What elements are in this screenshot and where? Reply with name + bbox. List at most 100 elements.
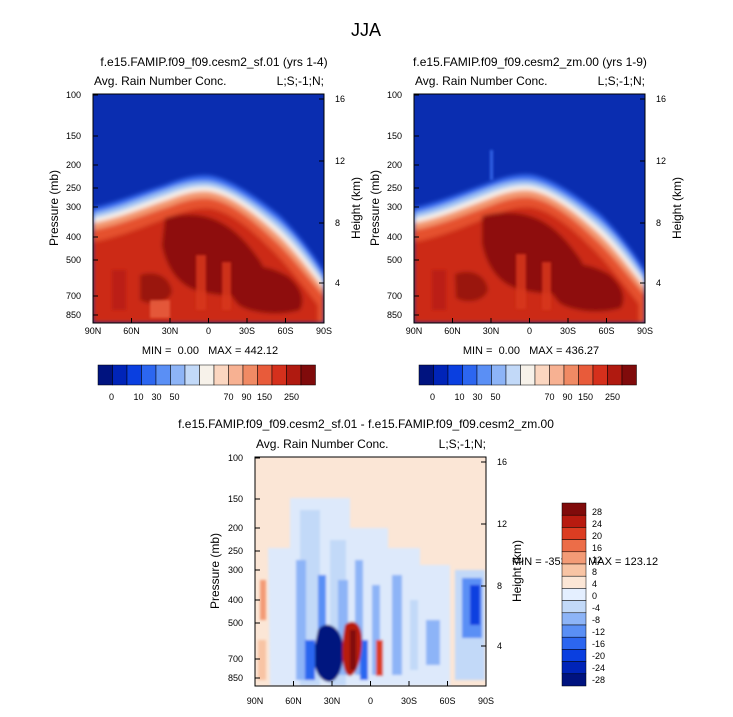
panel-2-ylabel: Pressure (mb) bbox=[368, 170, 382, 246]
pressure-tick: 400 bbox=[66, 232, 81, 242]
height-tick: 4 bbox=[335, 278, 340, 288]
pressure-tick: 500 bbox=[66, 255, 81, 265]
lat-tick: 60S bbox=[598, 326, 614, 336]
colorbar-swatch bbox=[271, 364, 287, 386]
colorbar-label: 4 bbox=[592, 579, 597, 589]
lat-tick: 60S bbox=[439, 696, 455, 706]
colorbar-swatch bbox=[561, 612, 587, 626]
colorbar-label: 16 bbox=[592, 543, 602, 553]
panel-1-plot-area bbox=[93, 94, 324, 323]
colorbar-label: -4 bbox=[592, 603, 600, 613]
panel-2-right-label: L;S;-1;N; bbox=[598, 74, 645, 88]
colorbar-label: 0 bbox=[109, 392, 114, 402]
colorbar-label: 50 bbox=[169, 392, 179, 402]
panel-1-case-title: f.e15.FAMIP.f09_f09.cesm2_sf.01 (yrs 1-4… bbox=[100, 55, 327, 69]
colorbar-swatch bbox=[534, 364, 550, 386]
lat-tick: 60N bbox=[285, 696, 302, 706]
panel-3-lat-ticks: 90N 60N 30N 0 30S 60S 90S bbox=[247, 696, 494, 706]
colorbar-label: 12 bbox=[592, 555, 602, 565]
lat-tick: 60N bbox=[123, 326, 140, 336]
colorbar-swatch bbox=[561, 600, 587, 614]
lat-tick: 30N bbox=[483, 326, 500, 336]
colorbar-swatch bbox=[213, 364, 229, 386]
panel-1-colorbar bbox=[97, 364, 316, 386]
lat-tick: 90S bbox=[637, 326, 653, 336]
colorbar-swatch bbox=[561, 588, 587, 601]
colorbar-swatch bbox=[561, 539, 587, 553]
colorbar-swatch bbox=[286, 364, 302, 386]
height-tick: 16 bbox=[497, 457, 507, 467]
colorbar-label: 150 bbox=[257, 392, 272, 402]
pressure-tick: 250 bbox=[387, 183, 402, 193]
panel-1-pressure-ticks: 100 150 200 250 300 400 500 700 850 bbox=[66, 90, 81, 320]
colorbar-swatch bbox=[549, 364, 565, 386]
lat-tick: 90S bbox=[316, 326, 332, 336]
pressure-tick: 200 bbox=[228, 523, 243, 533]
panel-2-colorbar bbox=[418, 364, 637, 386]
panel-1-height-ticks: 16 12 8 4 bbox=[335, 94, 345, 288]
colorbar-label: 28 bbox=[592, 507, 602, 517]
height-tick: 12 bbox=[335, 156, 345, 166]
lat-tick: 60N bbox=[444, 326, 461, 336]
colorbar-swatch bbox=[300, 364, 316, 386]
colorbar-swatch bbox=[561, 563, 587, 577]
colorbar-swatch bbox=[607, 364, 623, 386]
colorbar-label: 90 bbox=[562, 392, 572, 402]
panel-1-colorbar-labels: 0 10 30 50 70 90 150 250 bbox=[109, 392, 299, 402]
colorbar-label: -16 bbox=[592, 639, 605, 649]
colorbar-swatch bbox=[170, 364, 186, 386]
panel-top-left: f.e15.FAMIP.f09_f09.cesm2_sf.01 (yrs 1-4… bbox=[47, 55, 363, 402]
colorbar-swatch bbox=[561, 514, 587, 528]
colorbar-label: -28 bbox=[592, 675, 605, 685]
panel-difference: f.e15.FAMIP.f09_f09.cesm2_sf.01 - f.e15.… bbox=[178, 417, 658, 706]
colorbar-swatch bbox=[491, 364, 507, 386]
colorbar-label: -8 bbox=[592, 615, 600, 625]
colorbar-swatch bbox=[563, 364, 579, 386]
colorbar-swatch bbox=[462, 364, 478, 386]
pressure-tick: 700 bbox=[66, 291, 81, 301]
height-tick: 12 bbox=[497, 519, 507, 529]
colorbar-label: 70 bbox=[223, 392, 233, 402]
panel-1-lat-ticks: 90N 60N 30N 0 30S 60S 90S bbox=[85, 326, 332, 336]
colorbar-label: 150 bbox=[578, 392, 593, 402]
colorbar-swatch bbox=[257, 364, 273, 386]
pressure-tick: 850 bbox=[387, 310, 402, 320]
colorbar-swatch bbox=[112, 364, 128, 386]
colorbar-swatch bbox=[126, 364, 142, 386]
panel-1-ylabel-right: Height (km) bbox=[349, 177, 363, 239]
colorbar-label: 0 bbox=[430, 392, 435, 402]
panel-2-left-label: Avg. Rain Number Conc. bbox=[415, 74, 548, 88]
colorbar-swatch bbox=[476, 364, 492, 386]
colorbar-swatch bbox=[561, 661, 587, 675]
colorbar-swatch bbox=[561, 551, 587, 565]
lat-tick: 0 bbox=[368, 696, 373, 706]
height-tick: 16 bbox=[335, 94, 345, 104]
lat-tick: 0 bbox=[527, 326, 532, 336]
lat-tick: 60S bbox=[277, 326, 293, 336]
panel-2-ylabel-right: Height (km) bbox=[670, 177, 684, 239]
panel-3-ylabel: Pressure (mb) bbox=[208, 533, 222, 609]
panel-1-left-label: Avg. Rain Number Conc. bbox=[94, 74, 227, 88]
panel-2-case-title: f.e15.FAMIP.f09_f09.cesm2_zm.00 (yrs 1-9… bbox=[413, 55, 647, 69]
pressure-tick: 850 bbox=[66, 310, 81, 320]
pressure-tick: 500 bbox=[228, 618, 243, 628]
colorbar-swatch bbox=[242, 364, 258, 386]
pressure-tick: 100 bbox=[66, 90, 81, 100]
pressure-tick: 150 bbox=[66, 131, 81, 141]
colorbar-swatch bbox=[561, 502, 587, 516]
lat-tick: 30S bbox=[401, 696, 417, 706]
colorbar-swatch bbox=[520, 364, 536, 386]
pressure-tick: 200 bbox=[387, 160, 402, 170]
pressure-tick: 100 bbox=[387, 90, 402, 100]
pressure-tick: 400 bbox=[228, 595, 243, 605]
pressure-tick: 700 bbox=[228, 654, 243, 664]
colorbar-swatch bbox=[561, 649, 587, 662]
panel-3-left-label: Avg. Rain Number Conc. bbox=[256, 437, 389, 451]
pressure-tick: 850 bbox=[228, 673, 243, 683]
lat-tick: 90N bbox=[85, 326, 102, 336]
pressure-tick: 400 bbox=[387, 232, 402, 242]
pressure-tick: 700 bbox=[387, 291, 402, 301]
colorbar-swatch bbox=[561, 624, 587, 638]
height-tick: 16 bbox=[656, 94, 666, 104]
